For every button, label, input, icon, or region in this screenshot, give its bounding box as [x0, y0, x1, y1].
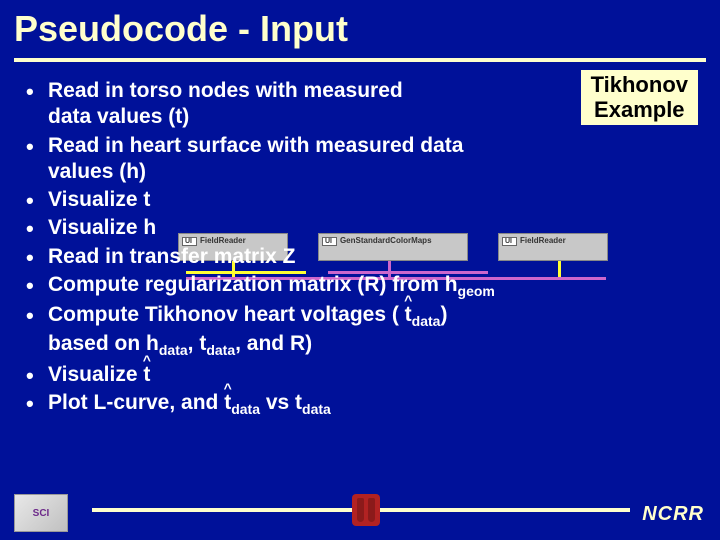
- footer: SCI NCRR: [0, 492, 720, 532]
- bullet-1-l1: Read in torso nodes with measured: [48, 79, 403, 102]
- bullet-1-l2: data values (t): [48, 105, 189, 128]
- bullet-6-t: Compute regularization matrix (R) from h: [48, 273, 458, 296]
- ncrr-label: NCRR: [642, 503, 704, 526]
- bullet-9-b: vs t: [260, 391, 302, 414]
- sci-logo: SCI: [14, 494, 68, 532]
- bullet-5: Read in transfer matrix Z: [22, 244, 698, 270]
- bullet-7-d: , t: [188, 332, 207, 355]
- bullet-7: Compute Tikhonov heart voltages ( tdata)…: [22, 302, 698, 359]
- bullet-9-sub2: data: [302, 401, 331, 417]
- bullet-7-sub1: data: [412, 314, 441, 330]
- bullet-8: Visualize t: [22, 362, 698, 388]
- bullet-4: Visualize h: [22, 215, 698, 241]
- bullet-2-l2: values (h): [48, 160, 146, 183]
- t-hat-3: t: [224, 390, 231, 416]
- bullet-7-sub3: data: [206, 342, 235, 358]
- bullet-2-l1: Read in heart surface with measured data: [48, 134, 463, 157]
- bullet-7-a: Compute Tikhonov heart voltages (: [48, 303, 405, 326]
- bullet-8-a: Visualize: [48, 363, 143, 386]
- bullet-7-sub2: data: [159, 342, 188, 358]
- bullet-9-sub1: data: [231, 401, 260, 417]
- bullet-3: Visualize t: [22, 187, 698, 213]
- bullet-6-sub: geom: [458, 283, 495, 299]
- bullet-list: Read in torso nodes with measured data v…: [22, 78, 698, 419]
- bullet-9: Plot L-curve, and tdata vs tdata: [22, 390, 698, 419]
- bullet-2: Read in heart surface with measured data…: [22, 133, 698, 186]
- bullet-7-e: , and R): [235, 332, 312, 355]
- title-rule: [14, 58, 706, 62]
- bullet-7-b: ): [440, 303, 447, 326]
- content-area: Tikhonov Example UI FieldReaderUI GenSta…: [0, 72, 720, 419]
- t-hat-2: t: [143, 362, 150, 388]
- center-logo-icon: [352, 494, 380, 526]
- bullet-9-a: Plot L-curve, and: [48, 391, 224, 414]
- bullet-6: Compute regularization matrix (R) from h…: [22, 272, 698, 301]
- t-hat-1: t: [405, 302, 412, 328]
- page-title: Pseudocode - Input: [14, 8, 706, 50]
- bullet-1: Read in torso nodes with measured data v…: [22, 78, 698, 131]
